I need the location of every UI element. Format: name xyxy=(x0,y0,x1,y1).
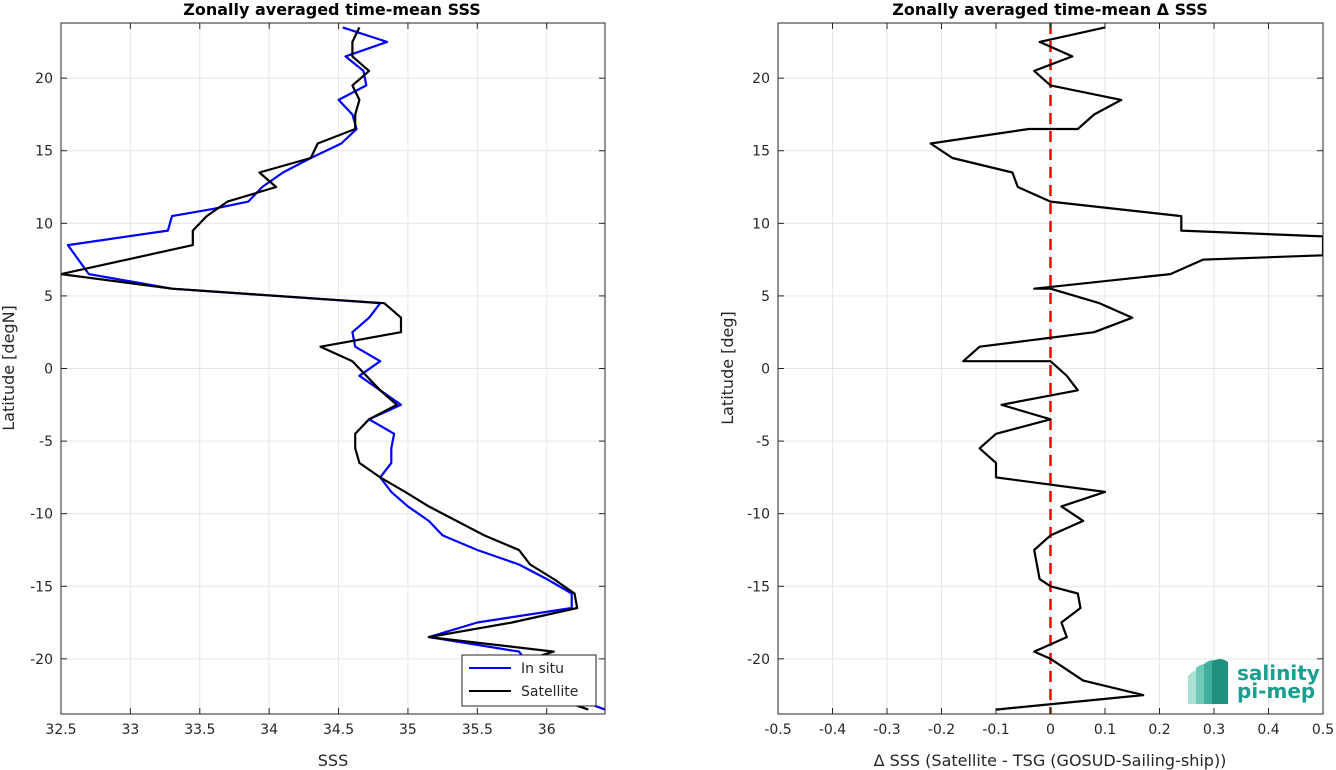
series-line-in-situ xyxy=(66,26,605,711)
right-chart-ticks: -0.5 -0.4 -0.3 -0.2 -0.1 0 0.1 0.2 0.3 0.4 0.5 -20 -… xyxy=(747,23,1334,738)
left-chart-xlabel: SSS xyxy=(318,751,348,770)
x-tick-label: 0.1 xyxy=(1094,722,1116,738)
y-tick-label: 10 xyxy=(35,216,53,232)
legend-box xyxy=(461,654,597,707)
x-tick-label: -0.2 xyxy=(928,722,955,738)
logo-text-line2: pi-mep xyxy=(1237,679,1315,703)
left-chart-sss: Zonally averaged time-mean SSS 32.5 33 33.… xyxy=(0,0,606,770)
right-chart-delta-sss: Zonally averaged time-mean Δ SSS -0.5 -0.… xyxy=(718,0,1334,770)
y-tick-label: 15 xyxy=(35,144,53,160)
x-tick-label: 0 xyxy=(1046,722,1055,738)
right-chart-series xyxy=(929,26,1323,711)
y-tick-label: -10 xyxy=(747,507,770,523)
x-tick-label: 35 xyxy=(399,722,417,738)
left-chart-ticks: 32.5 33 33.5 34 34.5 35 35.5 36 -20 -15 -10 -5 0 5 10 1… xyxy=(30,23,605,738)
x-tick-label: 33 xyxy=(121,722,139,738)
right-chart-axes-box xyxy=(777,22,1324,715)
x-tick-label: 36 xyxy=(538,722,556,738)
left-chart-ylabel: Latitude [degN] xyxy=(0,305,18,431)
x-tick-label: 0.5 xyxy=(1312,722,1334,738)
y-tick-label: -20 xyxy=(747,652,770,668)
right-chart-xlabel: Δ SSS (Satellite - TSG (GOSUD-Sailing-sh… xyxy=(874,751,1227,770)
x-tick-label: 0.3 xyxy=(1203,722,1225,738)
y-tick-label: -10 xyxy=(30,507,53,523)
left-chart-grid xyxy=(60,23,605,714)
y-tick-label: 5 xyxy=(44,289,53,305)
y-tick-label: 0 xyxy=(761,362,770,378)
logo-wave-icon xyxy=(1188,659,1228,704)
x-tick-label: 33.5 xyxy=(184,722,215,738)
y-tick-label: -5 xyxy=(39,434,53,450)
x-tick-label: 34.5 xyxy=(323,722,354,738)
x-tick-label: 0.4 xyxy=(1257,722,1279,738)
y-tick-label: -15 xyxy=(747,579,770,595)
y-tick-label: -5 xyxy=(756,434,770,450)
x-tick-label: 34 xyxy=(260,722,278,738)
y-tick-label: 15 xyxy=(752,144,770,160)
x-tick-label: -0.5 xyxy=(764,722,791,738)
x-tick-label: 35.5 xyxy=(462,722,493,738)
y-tick-label: 20 xyxy=(752,71,770,87)
x-tick-label: -0.1 xyxy=(982,722,1009,738)
x-tick-label: 32.5 xyxy=(45,722,76,738)
x-tick-label: -0.4 xyxy=(819,722,846,738)
y-tick-label: 0 xyxy=(44,362,53,378)
logo-text-line1: salinity xyxy=(1237,661,1320,685)
x-tick-label: -0.3 xyxy=(873,722,900,738)
y-tick-label: 10 xyxy=(752,216,770,232)
right-chart-title: Zonally averaged time-mean Δ SSS xyxy=(892,0,1208,19)
left-chart-legend: In situ Satellite xyxy=(461,654,597,707)
y-tick-label: -15 xyxy=(30,579,53,595)
right-chart-ylabel: Latitude [deg] xyxy=(718,311,737,425)
y-tick-label: 5 xyxy=(761,289,770,305)
left-chart-series xyxy=(61,26,605,711)
left-chart-title: Zonally averaged time-mean SSS xyxy=(183,0,481,19)
x-tick-label: 0.2 xyxy=(1148,722,1170,738)
series-line-satellite xyxy=(61,26,589,711)
salinity-pi-mep-logo: salinity pi-mep xyxy=(1188,659,1320,704)
legend-label-satellite: Satellite xyxy=(521,684,578,700)
series-line-delta-sss xyxy=(929,26,1323,711)
y-tick-label: 20 xyxy=(35,71,53,87)
legend-label-in-situ: In situ xyxy=(521,661,564,677)
left-chart-axes-box xyxy=(60,22,606,715)
y-tick-label: -20 xyxy=(30,652,53,668)
